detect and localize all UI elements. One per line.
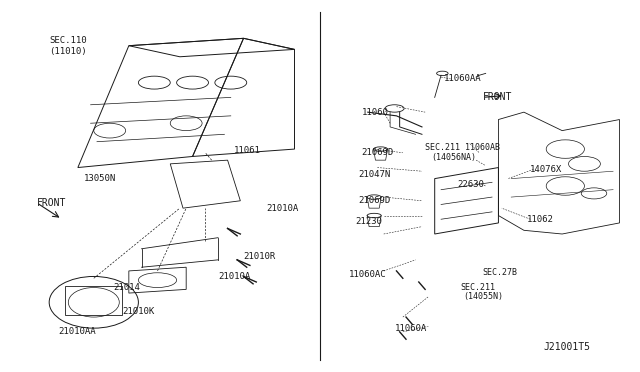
Text: (11010): (11010) xyxy=(49,47,87,56)
Text: J21001T5: J21001T5 xyxy=(544,342,591,352)
Text: 21010A: 21010A xyxy=(218,272,250,281)
Text: 21069D: 21069D xyxy=(358,196,390,205)
Text: 21069D: 21069D xyxy=(362,148,394,157)
Text: 21047N: 21047N xyxy=(358,170,390,179)
Text: SEC.110: SEC.110 xyxy=(49,36,87,45)
Text: 13050N: 13050N xyxy=(84,174,116,183)
Text: 21010K: 21010K xyxy=(122,307,155,316)
Text: 11060AC: 11060AC xyxy=(349,270,387,279)
Text: SEC.211 11060AB: SEC.211 11060AB xyxy=(425,143,500,152)
Text: FRONT: FRONT xyxy=(483,92,512,102)
Text: 21010R: 21010R xyxy=(244,251,276,261)
Text: 11060: 11060 xyxy=(362,108,388,117)
Text: (14056NA): (14056NA) xyxy=(431,153,477,162)
Text: 21230: 21230 xyxy=(355,217,382,225)
Text: 11062: 11062 xyxy=(527,215,554,224)
Text: 21010AA: 21010AA xyxy=(59,327,97,336)
Text: 21010A: 21010A xyxy=(266,203,298,213)
Text: (14055N): (14055N) xyxy=(463,292,504,301)
Text: 11061: 11061 xyxy=(234,147,261,155)
Text: 22630: 22630 xyxy=(457,180,484,189)
Text: 21014: 21014 xyxy=(113,283,140,292)
Text: 11060AA: 11060AA xyxy=(444,74,482,83)
Text: 14076X: 14076X xyxy=(531,165,563,174)
Text: SEC.27B: SEC.27B xyxy=(483,268,518,277)
Text: SEC.211: SEC.211 xyxy=(460,283,495,292)
Text: 11060A: 11060A xyxy=(394,324,427,333)
Text: FRONT: FRONT xyxy=(36,198,66,208)
